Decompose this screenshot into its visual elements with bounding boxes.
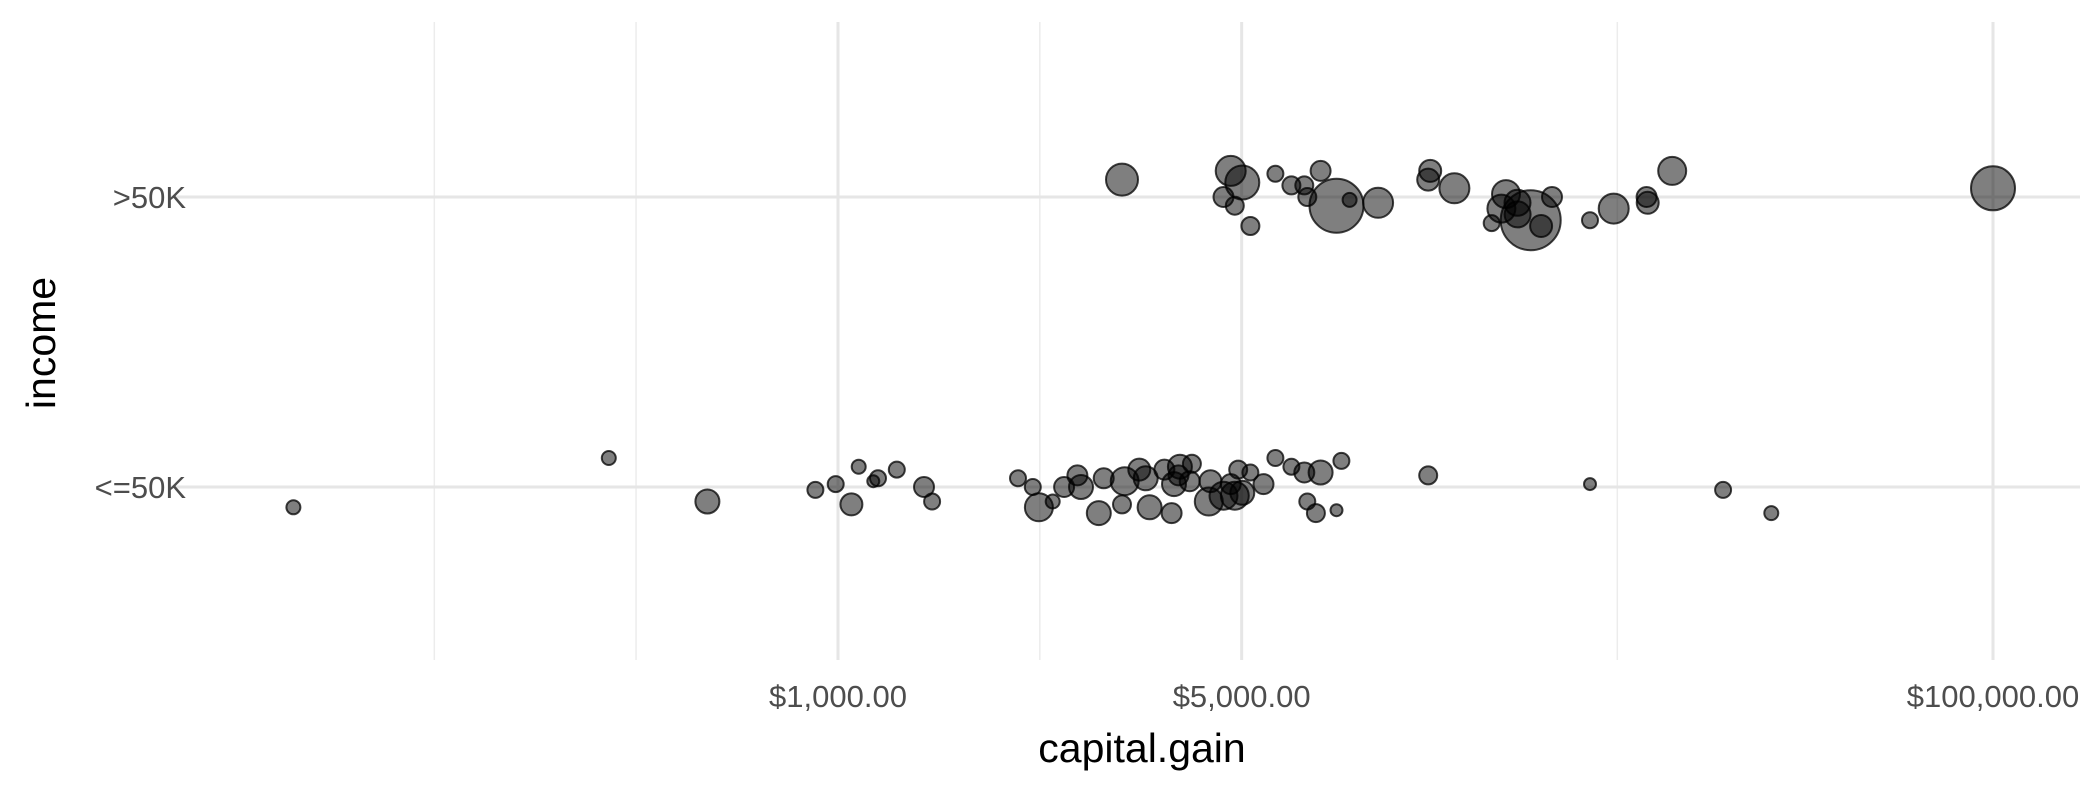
data-point — [1160, 502, 1183, 525]
data-point — [1307, 459, 1334, 486]
data-point — [1224, 195, 1245, 216]
data-point — [694, 488, 721, 515]
y-tick-label: <=50K — [95, 470, 187, 505]
data-point — [1503, 188, 1532, 217]
data-point — [850, 458, 867, 475]
major-gridlines — [170, 22, 2080, 660]
data-point — [1308, 177, 1365, 234]
data-point — [1418, 465, 1439, 486]
data-point — [1112, 494, 1132, 515]
x-tick-label: $1,000.00 — [769, 679, 907, 714]
data-point — [1252, 473, 1275, 496]
data-point — [1341, 191, 1358, 208]
data-point — [1541, 186, 1563, 208]
data-point — [839, 492, 864, 517]
data-point — [1583, 477, 1597, 492]
data-point — [285, 499, 302, 516]
data-point — [1635, 186, 1658, 208]
data-point — [1763, 505, 1780, 522]
y-tick-label: >50K — [113, 180, 187, 215]
data-point — [1714, 480, 1733, 499]
data-point — [1529, 214, 1554, 238]
data-point — [1970, 165, 2016, 212]
data-point — [1362, 186, 1395, 219]
x-tick-label: $5,000.00 — [1173, 679, 1311, 714]
data-point — [806, 480, 825, 499]
data-point — [1266, 164, 1285, 183]
data-point — [600, 450, 617, 466]
data-point — [826, 475, 845, 494]
data-point — [1597, 192, 1630, 225]
minor-gridlines — [433, 22, 1619, 660]
y-axis-title: income — [18, 277, 64, 409]
data-point — [1044, 493, 1061, 510]
data-point — [1181, 453, 1202, 474]
data-point — [1085, 500, 1112, 527]
data-points — [285, 154, 2016, 527]
data-point — [1309, 159, 1332, 182]
data-point — [1178, 470, 1201, 493]
data-point — [913, 476, 935, 498]
data-point — [869, 469, 887, 488]
data-point — [1657, 155, 1688, 186]
data-point — [1438, 172, 1471, 205]
data-point — [1281, 175, 1302, 196]
data-point — [1241, 463, 1260, 482]
data-point — [1332, 451, 1351, 470]
data-point — [923, 492, 942, 511]
data-point — [1136, 494, 1163, 521]
data-point — [1329, 503, 1344, 518]
data-point — [1581, 211, 1599, 230]
data-point — [1418, 158, 1443, 183]
data-point — [1229, 479, 1256, 506]
data-point — [1105, 162, 1139, 197]
data-point — [887, 460, 906, 479]
data-point — [1266, 449, 1285, 467]
data-point — [1240, 216, 1261, 236]
data-point — [1009, 469, 1027, 488]
x-axis-tick-labels: $1,000.00 $5,000.00 $100,000.00 — [769, 679, 2079, 714]
data-point — [1068, 474, 1094, 500]
data-point — [1305, 503, 1326, 524]
x-axis-title: capital.gain — [1038, 725, 1245, 771]
y-axis-tick-labels: <=50K >50K — [95, 180, 187, 505]
x-tick-label: $100,000.00 — [1907, 679, 2079, 714]
